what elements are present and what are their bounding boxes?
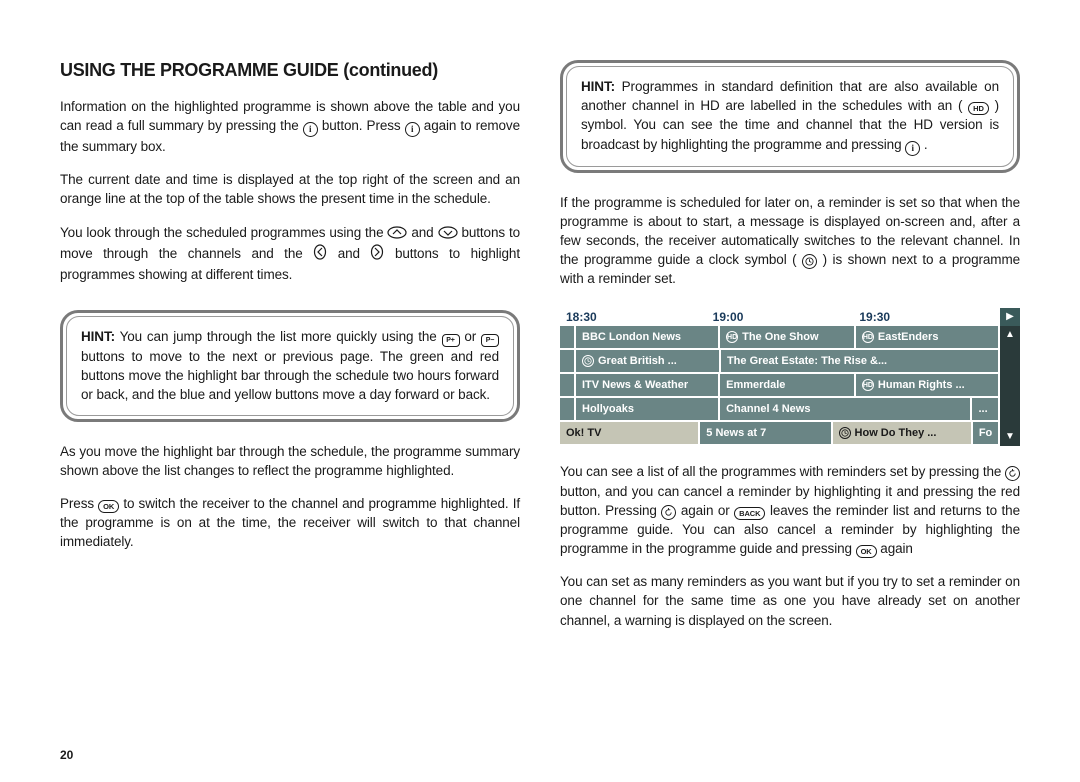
- epg-row: Ok! TV 5 News at 7 How Do They ... Fo: [560, 422, 998, 444]
- epg-grid: 18:30 19:00 19:30 ▶ BBC London News HD The…: [560, 308, 1020, 446]
- epg-cell[interactable]: How Do They ...: [833, 422, 971, 444]
- info-icon: i: [303, 122, 318, 137]
- right-column: HINT: Programmes in standard definition …: [560, 60, 1020, 752]
- epg-cell-label: ...: [978, 403, 987, 415]
- reminder-icon: [661, 505, 676, 520]
- ok-icon: OK: [856, 545, 877, 558]
- epg-cell[interactable]: Channel 4 News: [720, 398, 970, 420]
- hd-icon: HD: [862, 379, 874, 391]
- ok-icon: OK: [98, 500, 119, 513]
- epg-cell[interactable]: 5 News at 7: [700, 422, 830, 444]
- epg-time-header: 18:30 19:00 19:30 ▶: [560, 308, 1020, 326]
- epg-cell[interactable]: Ok! TV: [560, 422, 698, 444]
- epg-cell[interactable]: ITV News & Weather: [576, 374, 718, 396]
- epg-cell-label: The Great Estate: The Rise &...: [727, 355, 887, 367]
- scroll-down-icon[interactable]: ▼: [1005, 432, 1015, 442]
- para-reminder-warn: You can set as many reminders as you wan…: [560, 572, 1020, 629]
- epg-cell-label: The One Show: [742, 331, 818, 343]
- down-icon: [438, 225, 458, 244]
- pplus-key: P+: [442, 334, 460, 347]
- para-datetime: The current date and time is displayed a…: [60, 170, 520, 208]
- right-icon: [370, 244, 384, 265]
- epg-cell-label: Fo: [979, 427, 992, 439]
- epg-cell-label: Human Rights ...: [878, 379, 965, 391]
- epg-cell[interactable]: The Great Estate: The Rise &...: [721, 350, 998, 372]
- epg-row: ITV News & Weather Emmerdale HD Human Right…: [560, 374, 998, 396]
- epg-cell[interactable]: BBC London News: [576, 326, 718, 348]
- epg-spacer: [560, 350, 574, 372]
- epg-time: 19:00: [707, 308, 854, 326]
- para-reminder-set: If the programme is scheduled for later …: [560, 193, 1020, 289]
- reminder-icon: [1005, 466, 1020, 481]
- epg-cell[interactable]: Emmerdale: [720, 374, 854, 396]
- epg-cell-label: Hollyoaks: [582, 403, 634, 415]
- page-title: USING THE PROGRAMME GUIDE (continued): [60, 60, 520, 81]
- epg-cell-label: 5 News at 7: [706, 427, 766, 439]
- para-info: Information on the highlighted programme…: [60, 97, 520, 156]
- epg-cell[interactable]: Fo: [973, 422, 998, 444]
- epg-cell[interactable]: ...: [972, 398, 998, 420]
- epg-spacer: [560, 374, 574, 396]
- epg-scrollbar[interactable]: ▲ ▼: [1000, 326, 1020, 446]
- epg-cell-label: Emmerdale: [726, 379, 785, 391]
- info-icon: i: [905, 141, 920, 156]
- para-navigation: You look through the scheduled programme…: [60, 223, 520, 284]
- epg-time: 18:30: [560, 308, 707, 326]
- epg-cell[interactable]: Great British ...: [576, 350, 719, 372]
- epg-cell[interactable]: HD EastEnders: [856, 326, 998, 348]
- epg-cell[interactable]: HD Human Rights ...: [856, 374, 998, 396]
- scroll-up-icon[interactable]: ▲: [1005, 330, 1015, 340]
- epg-cell-label: ITV News & Weather: [582, 379, 688, 391]
- up-icon: [387, 225, 407, 244]
- epg-cell[interactable]: HD The One Show: [720, 326, 854, 348]
- hd-icon: HD: [726, 331, 738, 343]
- epg-cell-label: EastEnders: [878, 331, 939, 343]
- para-ok: Press OK to switch the receiver to the c…: [60, 494, 520, 552]
- epg-cell[interactable]: Hollyoaks: [576, 398, 718, 420]
- epg-spacer: [560, 398, 574, 420]
- left-icon: [313, 244, 327, 265]
- clock-icon: [802, 254, 817, 269]
- epg-row: Great British ... The Great Estate: The R…: [560, 350, 998, 372]
- epg-scroll-right[interactable]: ▶: [1000, 308, 1020, 326]
- epg-time: 19:30: [853, 308, 1000, 326]
- epg-row: Hollyoaks Channel 4 News...: [560, 398, 998, 420]
- info-icon: i: [405, 122, 420, 137]
- epg-spacer: [560, 326, 574, 348]
- hd-icon: HD: [862, 331, 874, 343]
- hd-icon: HD: [968, 102, 989, 115]
- clock-icon: [582, 355, 594, 367]
- para-summary: As you move the highlight bar through th…: [60, 442, 520, 480]
- back-key: BACK: [734, 507, 765, 520]
- para-reminder-list: You can see a list of all the programmes…: [560, 462, 1020, 558]
- hint-box-paging: HINT: You can jump through the list more…: [60, 310, 520, 421]
- pminus-key: P−: [481, 334, 499, 347]
- epg-cell-label: Channel 4 News: [726, 403, 810, 415]
- hint-box-hd: HINT: Programmes in standard definition …: [560, 60, 1020, 173]
- clock-icon: [839, 427, 851, 439]
- page-number: 20: [60, 748, 73, 762]
- epg-cell-label: Great British ...: [598, 355, 677, 367]
- epg-cell-label: BBC London News: [582, 331, 681, 343]
- epg-row: BBC London News HD The One Show HD EastEnder…: [560, 326, 998, 348]
- left-column: USING THE PROGRAMME GUIDE (continued) In…: [60, 60, 520, 752]
- epg-cell-label: How Do They ...: [855, 427, 937, 439]
